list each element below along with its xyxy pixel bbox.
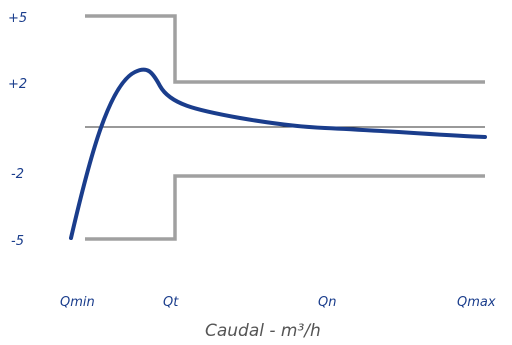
x-tick-label: Qn	[318, 295, 336, 310]
x-tick-label: Qt	[163, 295, 179, 310]
x-axis-label: Caudal - m³/h	[205, 321, 321, 341]
upper-limit-line	[85, 14, 485, 84]
lower-limit-line	[85, 174, 485, 241]
error-curve	[69, 67, 487, 240]
x-tick-label: Qmin	[60, 295, 95, 310]
y-tick-label: +2	[8, 77, 27, 92]
y-tick-label: -2	[11, 167, 24, 182]
x-tick-label: Qmax	[457, 295, 496, 310]
y-tick-label: +5	[8, 11, 27, 26]
y-tick-label: -5	[11, 234, 24, 249]
